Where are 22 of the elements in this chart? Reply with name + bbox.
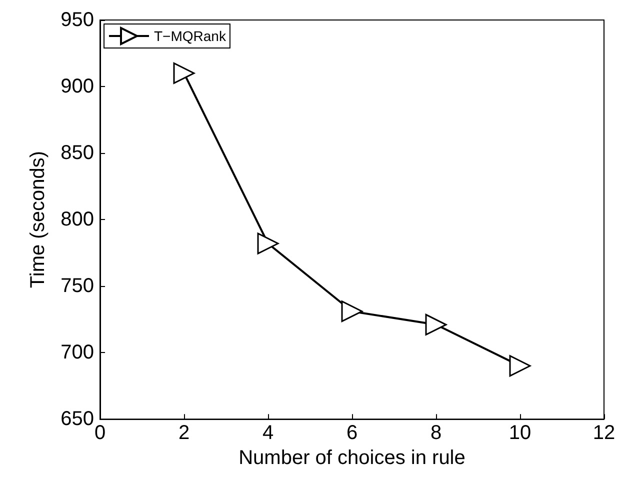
x-tick-label: 2 [178,422,190,444]
point [173,62,195,84]
x-tick-label: 10 [508,422,532,444]
y-tick-label: 800 [60,208,94,231]
y-tick-label: 900 [60,76,94,98]
legend-label: T−MQRank [154,28,227,44]
x-tick-label: 12 [592,422,616,444]
x-tick-label: 4 [262,422,274,444]
y-tick-label: 750 [60,275,94,298]
point [341,300,363,322]
y-axis-title: Time (seconds) [27,151,49,288]
point [257,232,279,254]
x-tick-label: 0 [94,422,106,444]
y-tick-label: 650 [60,408,94,430]
x-tick-label: 8 [430,422,442,444]
y-tick-label: 950 [60,9,94,31]
x-tick-label: 6 [346,422,358,444]
point [509,355,531,377]
x-axis-title: Number of choices in rule [238,447,466,469]
y-tick-label: 700 [60,342,94,364]
point [425,314,447,336]
y-tick-label: 850 [60,142,94,164]
